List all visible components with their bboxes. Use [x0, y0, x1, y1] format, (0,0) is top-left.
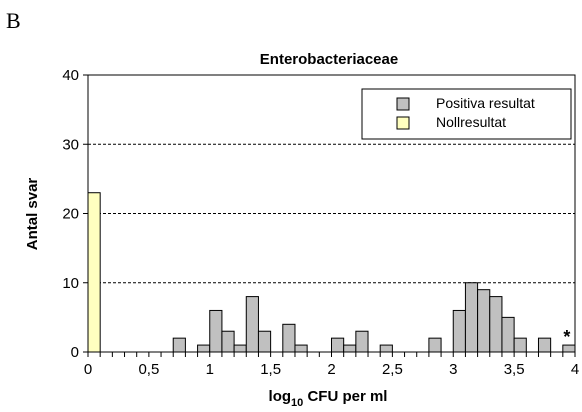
bar-positiva-9 — [331, 337, 345, 353]
bar-positiva-4 — [233, 344, 247, 353]
x-tick-label: 3 — [449, 361, 457, 378]
x-axis-title-subscript: 10 — [291, 397, 303, 409]
legend-label-nollresultat: Nollresultat — [436, 114, 506, 130]
x-tick-label: 0 — [84, 361, 92, 378]
bar-positiva-18 — [501, 316, 515, 353]
bar-nollresultat-0 — [87, 192, 101, 353]
y-tick-label: 10 — [62, 275, 79, 292]
legend-box — [361, 88, 572, 140]
x-tick-label: 4 — [571, 361, 579, 378]
y-tick-label: 40 — [62, 67, 79, 84]
bar-positiva-11 — [355, 330, 369, 353]
y-tick-label: 30 — [62, 136, 79, 153]
x-tick-label: 1 — [206, 361, 214, 378]
panel-label: B — [6, 8, 21, 33]
x-axis-title-log: log — [269, 388, 292, 405]
bar-positiva-6 — [257, 330, 272, 353]
bar-positiva-3 — [221, 330, 235, 353]
bar-positiva-0 — [172, 337, 186, 353]
annotation-asterisk: * — [563, 327, 570, 347]
x-tick-label: 0,5 — [138, 361, 159, 378]
x-tick-label: 2,5 — [382, 361, 403, 378]
bar-positiva-13 — [428, 337, 442, 353]
bar-positiva-5 — [245, 296, 259, 353]
bar-positiva-12 — [379, 344, 393, 353]
bar-positiva-14 — [452, 309, 466, 353]
axes: 0 10 20 30 40 0 0,5 1 1,5 2 2,5 3 3,5 4 — [62, 67, 579, 378]
bars — [87, 192, 576, 353]
bar-positiva-17 — [489, 296, 503, 353]
bar-positiva-19 — [513, 337, 527, 353]
y-tick-label: 20 — [62, 206, 79, 223]
bar-positiva-10 — [343, 344, 357, 353]
legend: Positiva resultat Nollresultat — [361, 88, 572, 140]
bar-positiva-8 — [294, 344, 308, 353]
x-tick-label: 1,5 — [260, 361, 281, 378]
bar-positiva-20 — [537, 337, 552, 353]
legend-label-positiva: Positiva resultat — [436, 95, 535, 111]
bar-positiva-1 — [197, 344, 211, 353]
y-tick-label: 0 — [71, 344, 79, 361]
x-tick-label: 3,5 — [504, 361, 525, 378]
chart-title: Enterobacteriaceae — [260, 51, 398, 68]
y-axis-title: Antal svar — [24, 178, 41, 251]
x-axis-title-rest: CFU per ml — [303, 388, 387, 405]
bar-positiva-2 — [209, 309, 223, 353]
legend-swatch-positiva — [396, 97, 410, 111]
bar-positiva-15 — [464, 282, 479, 353]
x-tick-label: 2 — [327, 361, 335, 378]
bar-positiva-16 — [477, 289, 491, 353]
bar-positiva-7 — [282, 323, 296, 353]
gridlines — [88, 143, 575, 284]
legend-swatch-nollresultat — [396, 116, 410, 130]
x-axis-title: log10 CFU per ml — [269, 388, 388, 409]
